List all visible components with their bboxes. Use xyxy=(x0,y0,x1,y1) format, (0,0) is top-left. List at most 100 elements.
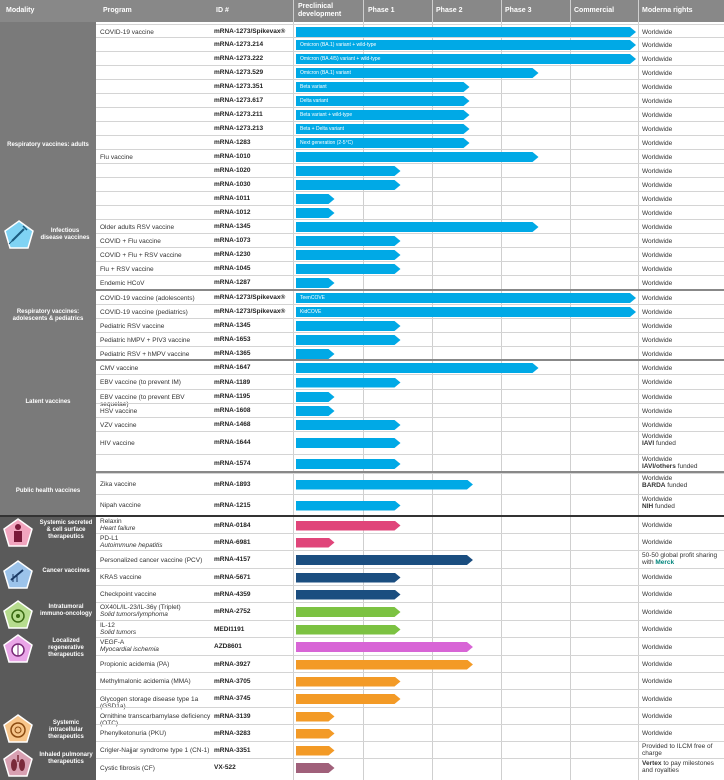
program-id: mRNA-1273/Spikevax® xyxy=(214,308,286,315)
development-stage-bar xyxy=(296,625,401,635)
rights-text: Worldwide xyxy=(642,713,722,720)
table-row: VEGF-A Myocardial ischemia AZD8601 Worldwid… xyxy=(96,637,724,655)
program-name: OX40L/IL-23/IL-36γ (Triplet) Solid tumors… xyxy=(100,604,212,618)
rights-main: Worldwide xyxy=(642,125,673,133)
rights-main: Worldwide xyxy=(642,209,673,217)
rights-main: Worldwide xyxy=(642,421,673,429)
table-header: Modality Program ID # Preclinical develo… xyxy=(0,0,724,22)
development-stage-bar xyxy=(296,438,401,448)
development-stage-bar xyxy=(296,321,401,331)
development-stage-bar xyxy=(296,538,335,548)
rights-text: Worldwide IAVI/others funded xyxy=(642,456,722,470)
development-stage-bar xyxy=(296,521,401,531)
program-id: mRNA-1647 xyxy=(214,364,251,371)
program-label: Endemic HCoV xyxy=(100,279,145,287)
program-label: Nipah vaccine xyxy=(100,502,141,509)
program-id: mRNA-1893 xyxy=(214,480,251,488)
rights-text: Worldwide xyxy=(642,266,722,273)
development-stage-bar xyxy=(296,677,401,687)
table-row: mRNA-1283 Next generation (2-5°C) Worldwid… xyxy=(96,135,724,149)
rights-text: Worldwide xyxy=(642,644,722,651)
rights-text: Worldwide xyxy=(642,394,722,401)
rights-main: Worldwide xyxy=(642,350,673,358)
rights-text: Worldwide xyxy=(642,252,722,259)
rights-text: Worldwide IAVI funded xyxy=(642,433,722,447)
development-stage-bar: Delta variant xyxy=(296,96,470,106)
program-id: mRNA-1273.214 xyxy=(214,41,264,48)
rights-main: Worldwide xyxy=(642,407,673,415)
program-label: Pediatric hMPV + PIV3 vaccine xyxy=(100,336,191,344)
table-row: Pediatric hMPV + PIV3 vaccine mRNA-1653 Wo… xyxy=(96,332,724,346)
modality-systemic-secreted-label: Systemic secreted & cell surface therape… xyxy=(39,520,93,540)
program-label: Methylmalonic acidemia (MMA) xyxy=(100,678,191,685)
table-row: OX40L/IL-23/IL-36γ (Triplet) Solid tumors… xyxy=(96,602,724,620)
table-row: EBV vaccine (to prevent EBV sequelae) mRN… xyxy=(96,389,724,408)
rights-main: Worldwide xyxy=(642,139,673,147)
program-id: mRNA-1230 xyxy=(214,251,251,258)
modality-intracellular-label: Systemic intracellular therapeutics xyxy=(48,720,84,740)
table-row: COVID-19 vaccine (pediatrics) mRNA-1273/S… xyxy=(96,304,724,318)
rights-main: Worldwide xyxy=(642,237,673,245)
program-id: mRNA-1273.213 xyxy=(214,125,264,132)
indication-label: Solid tumors/lymphoma xyxy=(100,611,168,618)
table-row: COVID + Flu + RSV vaccine mRNA-1230 Worldw… xyxy=(96,247,724,261)
development-stage-bar xyxy=(296,480,473,490)
development-stage-bar xyxy=(296,590,401,600)
rights-text: Worldwide xyxy=(642,609,722,616)
table-row: Checkpoint vaccine mRNA-4359 Worldwide xyxy=(96,585,724,602)
rights-main: Provided to ILCM free of charge xyxy=(642,743,713,757)
rights-main: Worldwide xyxy=(642,695,673,703)
rights-main: Worldwide xyxy=(642,41,673,49)
program-label: Crigler-Najjar syndrome type 1 (CN-1) xyxy=(100,747,210,754)
program-label: Ornithine transcarbamylase deficiency (O… xyxy=(100,713,211,727)
program-label: KRAS vaccine xyxy=(100,574,142,581)
rights-main: Worldwide xyxy=(642,522,673,529)
rights-main: Worldwide xyxy=(642,83,673,91)
development-stage-bar xyxy=(296,607,401,617)
development-stage-bar xyxy=(296,712,335,722)
table-row: Relaxin Heart failure mRNA-0184 Worldwide xyxy=(96,516,724,533)
table-row: CMV vaccine mRNA-1647 Worldwide xyxy=(96,360,724,374)
program-name: Pediatric RSV vaccine xyxy=(100,323,212,330)
program-name: COVID + Flu + RSV vaccine xyxy=(100,252,212,259)
rights-main: Worldwide xyxy=(642,713,673,720)
rights-main: Worldwide xyxy=(642,153,673,161)
funder-name: IAVI xyxy=(642,440,655,447)
program-id: mRNA-1345 xyxy=(214,322,251,329)
rights-text: Worldwide xyxy=(642,365,722,372)
rights-text: Worldwide xyxy=(642,574,722,581)
rights-text: Provided to ILCM free of charge xyxy=(642,743,722,757)
program-label: PD-L1 xyxy=(100,535,119,542)
development-stage-bar xyxy=(296,378,401,388)
rights-text: Worldwide xyxy=(642,210,722,217)
rights-main: Worldwide xyxy=(642,181,673,189)
program-id: mRNA-0184 xyxy=(214,521,251,529)
program-label: CMV vaccine xyxy=(100,364,139,372)
program-name: Older adults RSV vaccine xyxy=(100,224,212,231)
rights-main: Worldwide xyxy=(642,308,673,316)
program-name: Zika vaccine xyxy=(100,481,212,488)
program-id: mRNA-3745 xyxy=(214,695,251,702)
rights-main: Worldwide xyxy=(642,456,673,463)
program-name: KRAS vaccine xyxy=(100,574,212,581)
table-row: Pediatric RSV + hMPV vaccine mRNA-1365 Wor… xyxy=(96,346,724,360)
program-label: EBV vaccine (to prevent IM) xyxy=(100,379,181,386)
development-stage-bar xyxy=(296,152,539,162)
rights-text: Worldwide xyxy=(642,295,722,302)
rights-text: Worldwide xyxy=(642,408,722,415)
development-stage-bar xyxy=(296,501,401,511)
program-id: mRNA-4359 xyxy=(214,590,251,598)
program-label: Older adults RSV vaccine xyxy=(100,223,175,231)
rights-text: Worldwide xyxy=(642,696,722,703)
program-id: mRNA-1030 xyxy=(214,181,251,188)
table-row: Crigler-Najjar syndrome type 1 (CN-1) mRN… xyxy=(96,741,724,758)
development-stage-bar xyxy=(296,729,335,739)
rights-text: 50-50 global profit sharing with Merck xyxy=(642,552,722,566)
bar-label: Beta variant + wild-type xyxy=(300,112,353,118)
rights-text: Worldwide xyxy=(642,140,722,147)
bar-label: Beta variant xyxy=(300,84,327,90)
table-row: COVID + Flu vaccine mRNA-1073 Worldwide xyxy=(96,233,724,247)
program-label: Cystic fibrosis (CF) xyxy=(100,764,155,772)
program-label: Flu vaccine xyxy=(100,153,133,161)
group-resp-peds-label: Respiratory vaccines: adolescents & pedi… xyxy=(12,309,84,322)
